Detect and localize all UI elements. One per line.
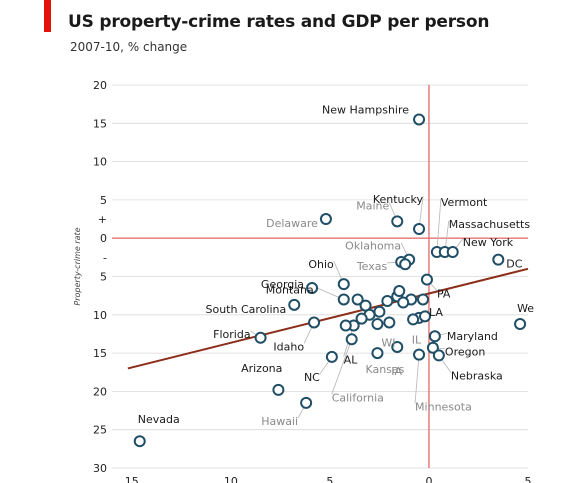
data-point-13	[254, 331, 267, 344]
point-label-2: Maine	[356, 199, 389, 212]
data-point-0	[413, 113, 426, 126]
point-label-17: Hawaii	[261, 415, 298, 428]
y-tick-label-11: 25	[93, 424, 107, 437]
y-tick-label-9: 15	[93, 347, 107, 360]
point-label-14: Idaho	[273, 340, 304, 353]
trend-line	[127, 267, 529, 370]
point-label-11: Georgia	[261, 278, 304, 291]
data-point-24	[426, 341, 439, 354]
data-point-27	[407, 313, 420, 326]
data-point-46	[397, 296, 410, 309]
data-point-25	[432, 349, 445, 362]
data-point-42	[417, 293, 430, 306]
data-point-28	[383, 316, 396, 329]
leader-line-4	[436, 198, 442, 253]
data-point-17	[300, 396, 313, 409]
x-tick-label-3: 0	[425, 475, 432, 483]
leader-line-26	[414, 354, 420, 404]
data-point-44	[371, 317, 384, 330]
y-tick-label-6: -	[103, 251, 107, 264]
data-point-3	[319, 213, 332, 226]
data-point-37	[373, 305, 386, 318]
point-label-5: Massachusetts	[449, 218, 531, 231]
x-tick-label-4: 5	[525, 475, 532, 483]
data-point-29	[391, 340, 404, 353]
x-tick-label-0: 15	[125, 475, 139, 483]
chart-title: US property-crime rates and GDP per pers…	[68, 12, 490, 32]
data-point-2	[391, 215, 404, 228]
point-label-30: Kansas	[365, 363, 404, 376]
data-point-6	[446, 245, 459, 258]
point-label-25: Nebraska	[451, 369, 503, 382]
data-point-32	[345, 333, 358, 346]
y-tick-label-5: 0	[100, 232, 107, 245]
point-label-8: We	[517, 302, 534, 315]
point-label-20: Texas	[356, 260, 388, 273]
y-tick-label-8: 10	[93, 309, 107, 322]
y-tick-label-4: +	[98, 213, 107, 226]
point-label-10: Montana	[266, 283, 314, 296]
point-label-4: Vermont	[441, 196, 488, 209]
data-point-18	[133, 435, 146, 448]
data-point-7	[492, 253, 505, 266]
data-point-8	[514, 317, 527, 330]
point-label-7: DC	[506, 258, 522, 271]
data-point-14	[308, 316, 321, 329]
point-label-3: Delaware	[266, 217, 318, 230]
point-label-18: Nevada	[138, 413, 180, 426]
point-label-26: Minnesota	[415, 401, 472, 414]
y-tick-label-12: 30	[93, 462, 107, 475]
point-label-15: NC	[304, 371, 320, 384]
point-label-24: Oregon	[445, 346, 485, 359]
point-label-13: Florida	[213, 328, 250, 341]
data-point-10	[337, 293, 350, 306]
leader-line-32	[331, 339, 353, 395]
point-label-23: Maryland	[447, 330, 498, 343]
point-label-29: IA	[391, 365, 402, 378]
x-tick-label-1: 10	[224, 475, 238, 483]
data-point-38	[381, 295, 394, 308]
point-label-28: WI	[381, 336, 395, 349]
point-label-32: California	[332, 391, 384, 404]
data-point-1	[413, 223, 426, 236]
data-point-21	[420, 273, 433, 286]
y-axis-label: Property-crime rate	[73, 227, 82, 305]
point-label-1: Kentucky	[373, 193, 424, 206]
data-point-12	[288, 298, 301, 311]
data-point-33	[351, 293, 364, 306]
data-point-23	[428, 330, 441, 343]
y-tick-label-2: 10	[93, 156, 107, 169]
chart-subtitle: 2007-10, % change	[70, 40, 188, 54]
point-label-0: New Hampshire	[322, 103, 409, 116]
y-tick-label-7: 5	[100, 271, 107, 284]
data-point-40	[393, 285, 406, 298]
data-point-16	[272, 383, 285, 396]
data-point-30	[371, 347, 384, 360]
data-point-11	[306, 281, 319, 294]
data-point-26	[413, 348, 426, 361]
accent-bar	[44, 0, 51, 32]
x-tick-label-2: 5	[326, 475, 333, 483]
y-tick-label-3: 5	[100, 194, 107, 207]
data-point-15	[325, 350, 338, 363]
y-tick-label-1: 15	[93, 117, 107, 130]
y-tick-label-10: 20	[93, 385, 107, 398]
point-label-12: South Carolina	[206, 303, 287, 316]
data-point-43	[418, 310, 431, 323]
point-label-27: IL	[412, 333, 422, 346]
point-label-22: LA	[429, 306, 443, 319]
data-point-45	[339, 319, 352, 332]
point-label-21: PA	[437, 288, 451, 301]
data-point-47	[399, 258, 412, 271]
point-label-31: AL	[344, 354, 359, 367]
point-label-19: Oklahoma	[345, 240, 401, 253]
y-tick-label-0: 20	[93, 79, 107, 92]
point-label-6: New York	[463, 236, 514, 249]
data-point-36	[355, 312, 368, 325]
point-label-9: Ohio	[308, 258, 334, 271]
point-label-16: Arizona	[241, 362, 282, 375]
data-point-9	[337, 278, 350, 291]
